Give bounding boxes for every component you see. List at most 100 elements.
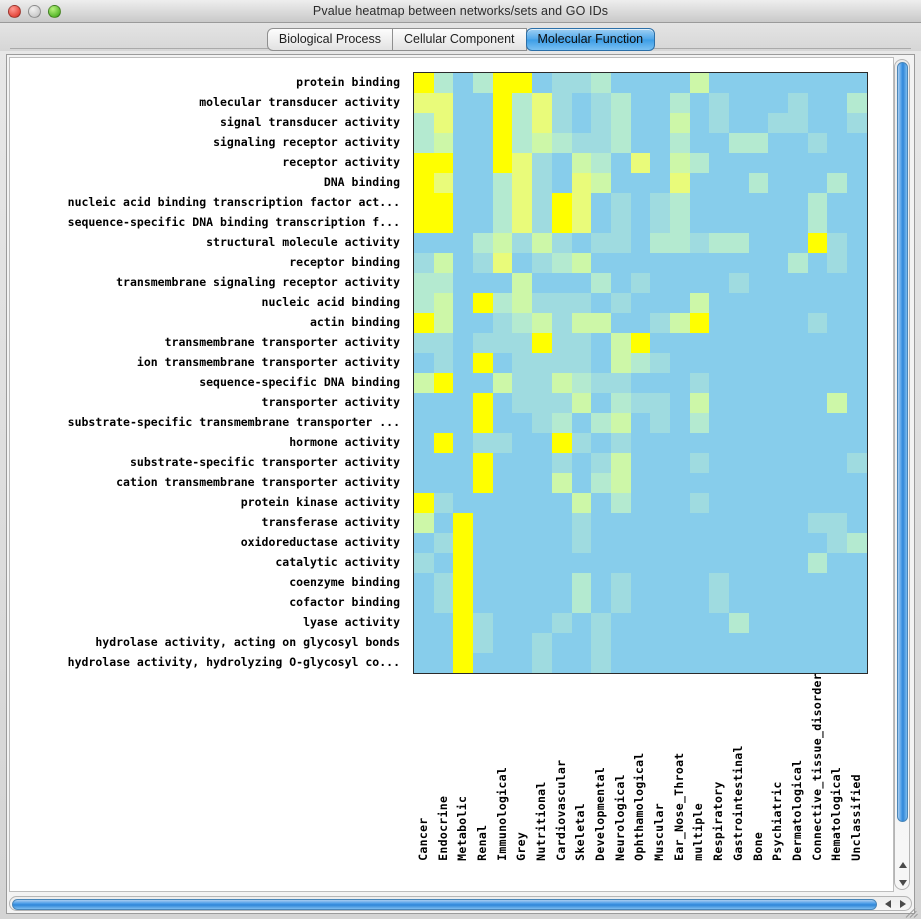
heatmap-cell[interactable]	[551, 553, 572, 573]
heatmap-cell[interactable]	[827, 353, 848, 373]
heatmap-cell[interactable]	[729, 613, 749, 633]
heatmap-cell[interactable]	[669, 633, 690, 653]
heatmap-cell[interactable]	[571, 473, 592, 493]
heatmap-cell[interactable]	[847, 173, 867, 193]
heatmap-cell[interactable]	[669, 253, 690, 273]
heatmap-cell[interactable]	[610, 253, 631, 273]
heatmap-cell[interactable]	[433, 413, 454, 433]
heatmap-cell[interactable]	[473, 413, 493, 433]
heatmap-cell[interactable]	[748, 93, 769, 113]
heatmap-cell[interactable]	[807, 173, 828, 193]
heatmap-cell[interactable]	[807, 213, 828, 233]
heatmap-cell[interactable]	[709, 193, 729, 213]
heatmap-cell[interactable]	[729, 393, 749, 413]
heatmap-cell[interactable]	[551, 433, 572, 453]
heatmap-cell[interactable]	[591, 373, 611, 393]
heatmap-cell[interactable]	[650, 413, 670, 433]
heatmap-cell[interactable]	[729, 433, 749, 453]
heatmap-cell[interactable]	[650, 373, 670, 393]
heatmap-cell[interactable]	[807, 233, 828, 253]
heatmap-cell[interactable]	[610, 513, 631, 533]
heatmap-cell[interactable]	[532, 313, 552, 333]
heatmap-cell[interactable]	[414, 473, 434, 493]
heatmap-cell[interactable]	[748, 633, 769, 653]
heatmap-cell[interactable]	[709, 93, 729, 113]
heatmap-cell[interactable]	[512, 133, 533, 153]
heatmap-cell[interactable]	[551, 373, 572, 393]
scroll-up-icon[interactable]	[898, 862, 907, 868]
heatmap-cell[interactable]	[591, 513, 611, 533]
heatmap-cell[interactable]	[709, 573, 729, 593]
heatmap-cell[interactable]	[847, 193, 867, 213]
heatmap-cell[interactable]	[788, 573, 808, 593]
heatmap-cell[interactable]	[551, 413, 572, 433]
heatmap-cell[interactable]	[591, 313, 611, 333]
horizontal-scroll-thumb[interactable]	[12, 898, 877, 910]
heatmap-cell[interactable]	[473, 73, 493, 93]
heatmap-cell[interactable]	[630, 573, 651, 593]
heatmap-cell[interactable]	[788, 233, 808, 253]
heatmap-cell[interactable]	[414, 453, 434, 473]
heatmap-cell[interactable]	[748, 553, 769, 573]
heatmap-cell[interactable]	[492, 473, 513, 493]
heatmap-cell[interactable]	[729, 373, 749, 393]
heatmap-cell[interactable]	[807, 473, 828, 493]
heatmap-cell[interactable]	[630, 113, 651, 133]
heatmap-cell[interactable]	[709, 253, 729, 273]
heatmap-cell[interactable]	[709, 333, 729, 353]
heatmap-cell[interactable]	[788, 553, 808, 573]
heatmap-cell[interactable]	[591, 473, 611, 493]
heatmap-cell[interactable]	[414, 233, 434, 253]
heatmap-cell[interactable]	[571, 453, 592, 473]
heatmap-cell[interactable]	[669, 313, 690, 333]
heatmap-cell[interactable]	[689, 113, 710, 133]
heatmap-cell[interactable]	[689, 433, 710, 453]
heatmap-cell[interactable]	[807, 413, 828, 433]
heatmap-cell[interactable]	[669, 153, 690, 173]
heatmap-cell[interactable]	[669, 173, 690, 193]
heatmap-cell[interactable]	[630, 293, 651, 313]
heatmap-cell[interactable]	[630, 533, 651, 553]
heatmap-cell[interactable]	[768, 153, 789, 173]
heatmap-cell[interactable]	[827, 473, 848, 493]
scroll-left-icon[interactable]	[884, 900, 891, 908]
heatmap-cell[interactable]	[768, 453, 789, 473]
heatmap-cell[interactable]	[453, 393, 474, 413]
heatmap-cell[interactable]	[768, 513, 789, 533]
heatmap-cell[interactable]	[630, 273, 651, 293]
heatmap-cell[interactable]	[591, 73, 611, 93]
heatmap-cell[interactable]	[669, 493, 690, 513]
heatmap-cell[interactable]	[610, 213, 631, 233]
heatmap-cell[interactable]	[532, 393, 552, 413]
heatmap-cell[interactable]	[571, 133, 592, 153]
heatmap-cell[interactable]	[709, 533, 729, 553]
heatmap-cell[interactable]	[453, 653, 474, 673]
heatmap-cell[interactable]	[453, 233, 474, 253]
heatmap-cell[interactable]	[591, 413, 611, 433]
heatmap-cell[interactable]	[729, 653, 749, 673]
heatmap-cell[interactable]	[492, 393, 513, 413]
heatmap-cell[interactable]	[689, 213, 710, 233]
heatmap-cell[interactable]	[512, 93, 533, 113]
heatmap-cell[interactable]	[591, 253, 611, 273]
heatmap-cell[interactable]	[689, 353, 710, 373]
heatmap-cell[interactable]	[847, 93, 867, 113]
heatmap-cell[interactable]	[807, 553, 828, 573]
heatmap-cell[interactable]	[492, 293, 513, 313]
heatmap-cell[interactable]	[473, 353, 493, 373]
heatmap-cell[interactable]	[433, 493, 454, 513]
heatmap-cell[interactable]	[689, 553, 710, 573]
heatmap-cell[interactable]	[591, 93, 611, 113]
heatmap-cell[interactable]	[827, 113, 848, 133]
heatmap-cell[interactable]	[807, 193, 828, 213]
heatmap-cell[interactable]	[847, 533, 867, 553]
heatmap-cell[interactable]	[669, 393, 690, 413]
vertical-scrollbar[interactable]	[894, 59, 910, 890]
heatmap-cell[interactable]	[473, 333, 493, 353]
heatmap-cell[interactable]	[788, 273, 808, 293]
heatmap-cell[interactable]	[709, 393, 729, 413]
heatmap-cell[interactable]	[768, 373, 789, 393]
heatmap-cell[interactable]	[532, 213, 552, 233]
heatmap-cell[interactable]	[551, 233, 572, 253]
heatmap-cell[interactable]	[610, 653, 631, 673]
